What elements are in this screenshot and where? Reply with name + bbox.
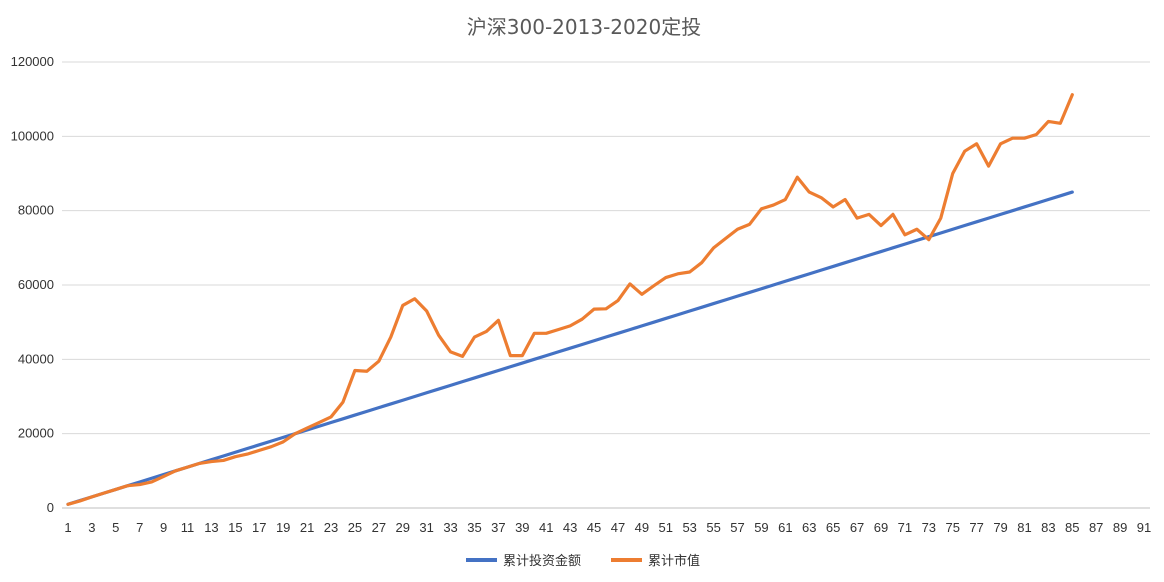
x-tick-label: 67 [850, 520, 864, 535]
legend-item-investment: 累计投资金额 [466, 553, 581, 569]
x-tick-label: 51 [659, 520, 673, 535]
legend-label-market-value: 累计市值 [648, 553, 700, 569]
x-tick-label: 53 [682, 520, 696, 535]
series-line-market-value [66, 93, 1074, 506]
y-tick-label: 20000 [18, 426, 54, 441]
x-tick-label: 81 [1017, 520, 1031, 535]
x-tick-label: 23 [324, 520, 338, 535]
x-tick-label: 15 [228, 520, 242, 535]
x-tick-label: 85 [1065, 520, 1079, 535]
x-tick-label: 57 [730, 520, 744, 535]
series-lines [66, 93, 1074, 506]
x-tick-label: 37 [491, 520, 505, 535]
x-tick-label: 3 [88, 520, 95, 535]
x-tick-label: 87 [1089, 520, 1103, 535]
x-tick-label: 9 [160, 520, 167, 535]
x-tick-label: 5 [112, 520, 119, 535]
x-axis-ticks: 1 3 5 7 9 11 13 15 17 19 21 23 25 27 29 31 33 35 37 39 41 43 4… [64, 520, 1151, 535]
x-tick-label: 33 [443, 520, 457, 535]
x-tick-label: 79 [993, 520, 1007, 535]
x-tick-label: 49 [635, 520, 649, 535]
x-tick-label: 55 [706, 520, 720, 535]
x-tick-label: 63 [802, 520, 816, 535]
x-tick-label: 29 [396, 520, 410, 535]
x-tick-label: 47 [611, 520, 625, 535]
x-tick-label: 45 [587, 520, 601, 535]
x-tick-label: 75 [945, 520, 959, 535]
x-tick-label: 19 [276, 520, 290, 535]
x-tick-label: 17 [252, 520, 266, 535]
x-tick-label: 69 [874, 520, 888, 535]
y-tick-label: 40000 [18, 351, 54, 366]
x-tick-label: 13 [204, 520, 218, 535]
x-tick-label: 35 [467, 520, 481, 535]
y-tick-label: 120000 [11, 54, 54, 69]
y-tick-label: 60000 [18, 277, 54, 292]
x-tick-label: 77 [969, 520, 983, 535]
x-tick-label: 65 [826, 520, 840, 535]
legend: 累计投资金额 累计市值 [466, 553, 700, 569]
x-tick-label: 73 [922, 520, 936, 535]
x-tick-label: 43 [563, 520, 577, 535]
x-tick-label: 31 [419, 520, 433, 535]
x-tick-label: 25 [348, 520, 362, 535]
x-tick-label: 39 [515, 520, 529, 535]
x-tick-label: 61 [778, 520, 792, 535]
x-tick-label: 59 [754, 520, 768, 535]
gridlines [62, 61, 1150, 435]
x-tick-label: 11 [181, 520, 195, 535]
y-tick-label: 80000 [18, 203, 54, 218]
x-tick-label: 1 [64, 520, 71, 535]
legend-label-investment: 累计投资金额 [503, 553, 581, 569]
chart-title: 沪深300-2013-2020定投 [467, 15, 701, 39]
x-tick-label: 83 [1041, 520, 1055, 535]
x-tick-label: 71 [898, 520, 912, 535]
y-tick-label: 0 [47, 500, 54, 515]
x-tick-label: 21 [300, 520, 314, 535]
y-axis-ticks: 0 20000 40000 60000 80000 100000 120000 [11, 54, 54, 515]
y-tick-label: 100000 [11, 128, 54, 143]
x-tick-label: 41 [539, 520, 553, 535]
legend-item-market-value: 累计市值 [611, 553, 700, 569]
x-tick-label: 89 [1113, 520, 1127, 535]
x-tick-label: 27 [372, 520, 386, 535]
x-tick-label: 7 [136, 520, 143, 535]
series-line-investment [66, 190, 1074, 506]
x-tick-label: 91 [1137, 520, 1151, 535]
